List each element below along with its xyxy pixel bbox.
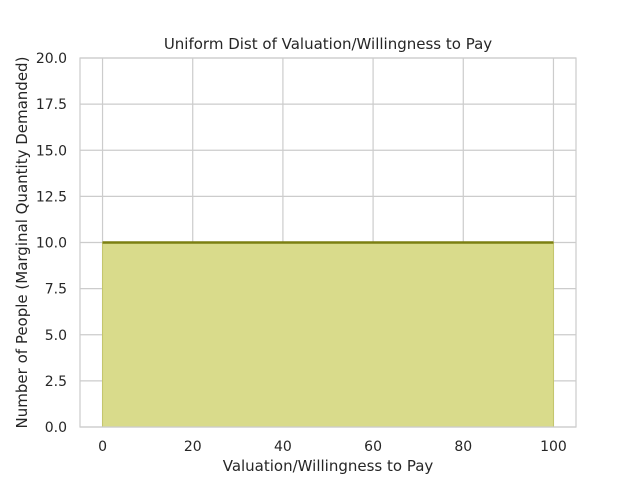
plot-frame bbox=[79, 57, 577, 428]
x-tick-label: 100 bbox=[540, 439, 567, 455]
y-tick-label: 17.5 bbox=[36, 97, 67, 113]
distribution-area bbox=[102, 242, 554, 428]
y-tick-label: 10.0 bbox=[36, 236, 67, 252]
x-tick-label: 80 bbox=[454, 439, 472, 455]
y-tick-label: 15.0 bbox=[36, 143, 67, 159]
x-tick-label: 20 bbox=[184, 439, 202, 455]
y-tick-label: 5.0 bbox=[45, 328, 67, 344]
x-axis-label: Valuation/Willingness to Pay bbox=[223, 457, 434, 475]
chart-title: Uniform Dist of Valuation/Willingness to… bbox=[164, 35, 492, 53]
y-tick-label: 2.5 bbox=[45, 374, 67, 390]
y-tick-label: 12.5 bbox=[36, 189, 67, 205]
y-tick-label: 7.5 bbox=[45, 282, 67, 298]
y-ticks: 0.0 2.5 5.0 7.5 10.0 12.5 15.0 17.5 20.0 bbox=[36, 51, 67, 436]
y-tick-label: 20.0 bbox=[36, 51, 67, 67]
y-tick-label: 0.0 bbox=[45, 420, 67, 436]
x-tick-label: 0 bbox=[98, 439, 107, 455]
plot-area-fill bbox=[102, 242, 554, 428]
x-tick-label: 60 bbox=[364, 439, 382, 455]
y-axis-label: Number of People (Marginal Quantity Dema… bbox=[13, 57, 31, 429]
x-tick-label: 40 bbox=[274, 439, 292, 455]
x-ticks: 0 20 40 60 80 100 bbox=[98, 439, 567, 455]
